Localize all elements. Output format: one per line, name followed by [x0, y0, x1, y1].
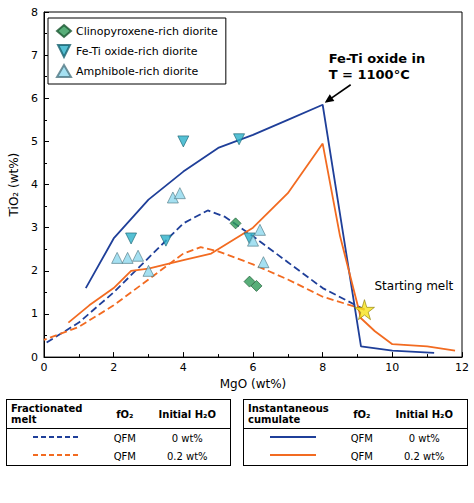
svg-text:Starting melt: Starting melt	[374, 279, 453, 293]
svg-text:MgO (wt%): MgO (wt%)	[220, 377, 287, 391]
svg-text:2: 2	[110, 361, 117, 374]
svg-text:8: 8	[31, 6, 38, 19]
svg-text:8: 8	[319, 361, 326, 374]
html-text:0.2 wt%: 0.2 wt%	[403, 450, 445, 462]
svg-text:7: 7	[31, 49, 38, 62]
html-text:fO₂: fO₂	[353, 408, 371, 420]
html-text:QFM: QFM	[113, 432, 136, 444]
svg-text:10: 10	[385, 361, 399, 374]
svg-text:6: 6	[250, 361, 257, 374]
html-text:Initial H₂O: Initial H₂O	[158, 408, 216, 420]
html-text:0 wt%: 0 wt%	[171, 432, 203, 444]
svg-text:2: 2	[31, 264, 38, 277]
html-text:Instantaneous cumulate: Instantaneous cumulate	[248, 403, 329, 425]
svg-text:Fe-Ti oxide in: Fe-Ti oxide in	[329, 51, 426, 66]
svg-text:Clinopyroxene-rich diorite: Clinopyroxene-rich diorite	[76, 25, 218, 38]
svg-text:12: 12	[455, 361, 469, 374]
svg-text:4: 4	[31, 178, 38, 191]
svg-text:Amphibole-rich diorite: Amphibole-rich diorite	[76, 65, 199, 78]
html-text:fO₂: fO₂	[116, 408, 134, 420]
svg-text:T = 1100°C: T = 1100°C	[329, 67, 410, 82]
html-text:QFM: QFM	[350, 450, 373, 462]
html-text:0 wt%: 0 wt%	[408, 432, 440, 444]
html-text:Fractionated melt: Fractionated melt	[11, 403, 83, 425]
svg-text:4: 4	[180, 361, 187, 374]
svg-text:6: 6	[31, 92, 38, 105]
svg-text:5: 5	[31, 135, 38, 148]
html-text:Initial H₂O: Initial H₂O	[395, 408, 453, 420]
html-text:QFM: QFM	[113, 450, 136, 462]
html-text:QFM: QFM	[350, 432, 373, 444]
svg-text:1: 1	[31, 307, 38, 320]
html-text:0.2 wt%: 0.2 wt%	[166, 450, 208, 462]
svg-text:0: 0	[41, 361, 48, 374]
svg-text:0: 0	[31, 351, 38, 364]
svg-text:TiO₂ (wt%): TiO₂ (wt%)	[7, 153, 21, 218]
svg-text:Fe-Ti oxide-rich diorite: Fe-Ti oxide-rich diorite	[76, 45, 198, 58]
svg-text:3: 3	[31, 221, 38, 234]
